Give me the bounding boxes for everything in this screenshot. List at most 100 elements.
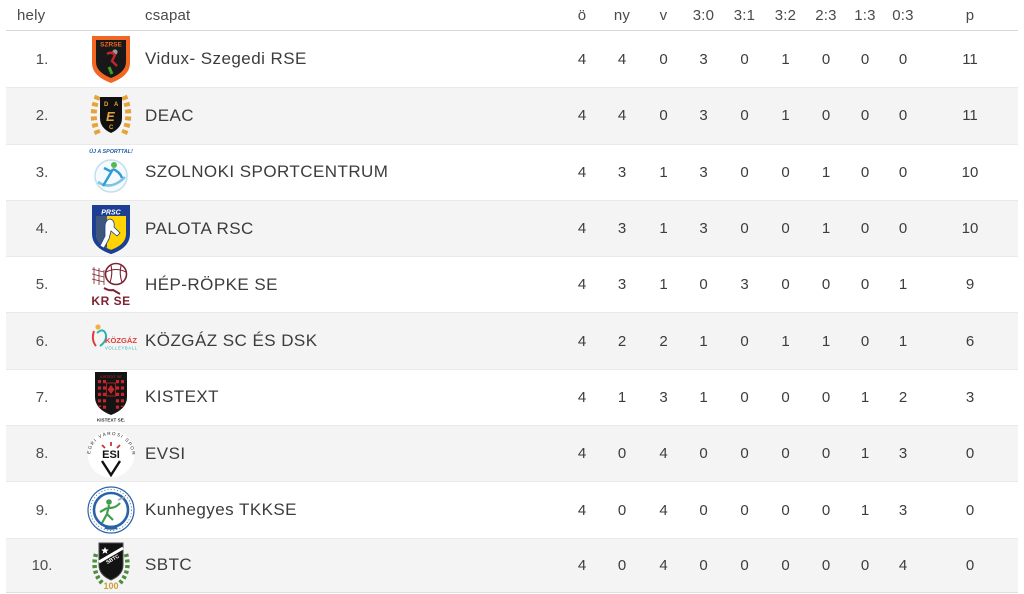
stat-2-3: 0: [821, 445, 831, 463]
header-0-3: 0:3: [892, 6, 914, 24]
rank-label: 10.: [31, 556, 53, 574]
svg-text:KISTEXT SE.: KISTEXT SE.: [97, 418, 125, 423]
table-row[interactable]: 10. SBTC 100 SBTC 4 0 4 0 0 0 0 0 4 0: [6, 537, 1018, 593]
stat-p: 0: [965, 445, 975, 463]
stat-p: 6: [965, 332, 975, 350]
rank-label: 2.: [35, 107, 49, 125]
stat-ny: 0: [617, 556, 627, 574]
stat-0-3: 3: [898, 445, 908, 463]
table-row[interactable]: 8. EGRI VÁROSI SPORTISKOLA ESI EVSI 4 0 …: [6, 425, 1018, 482]
table-row[interactable]: 5. KR SE HÉP-RÖPKE SE 4 3 1 0 3 0 0 0 1 …: [6, 256, 1018, 312]
stat-2-3: 1: [821, 332, 831, 350]
svg-text:ÚJ A SPORTTAL!: ÚJ A SPORTTAL!: [89, 148, 133, 155]
stat-2-3: 0: [821, 501, 831, 519]
kozgaz-volleyball-logo: KÖZGÁZ VOLLEYBALL: [91, 324, 137, 351]
stat-1-3: 0: [860, 332, 870, 350]
table-body: 1. SZRSE Vidux- Szegedi RSE 4 4 0 3 0 1 …: [6, 31, 1018, 593]
stat-3-1: 0: [740, 556, 749, 574]
stat-3-1: 0: [740, 107, 749, 125]
stat-3-0: 0: [699, 276, 708, 294]
team-name[interactable]: DEAC: [145, 105, 195, 125]
table-row[interactable]: 2. D A E C DEAC 4 4 0 3 0 1 0 0 0 11: [6, 87, 1018, 144]
stat-ny: 2: [617, 332, 627, 350]
stat-1-3: 0: [860, 276, 870, 294]
stat-3-0: 3: [699, 50, 708, 68]
stat-2-3: 1: [821, 220, 831, 238]
stat-ny: 0: [617, 501, 627, 519]
rank-label: 6.: [35, 332, 49, 350]
table-row[interactable]: 1. SZRSE Vidux- Szegedi RSE 4 4 0 3 0 1 …: [6, 31, 1018, 87]
stat-3-2: 0: [781, 276, 790, 294]
svg-text:D: D: [104, 102, 109, 108]
stat-o: 4: [577, 220, 587, 238]
stat-2-3: 0: [821, 276, 831, 294]
team-name[interactable]: Kunhegyes TKKSE: [145, 500, 297, 520]
stat-v: 1: [659, 276, 668, 294]
stat-1-3: 0: [860, 163, 870, 181]
table-row[interactable]: 7. KISTEXT SE KISTEXT SE. KISTEXT 4 1 3 …: [6, 368, 1018, 425]
header-3-2: 3:2: [774, 6, 797, 24]
team-name[interactable]: SZOLNOKI SPORTCENTRUM: [145, 162, 389, 182]
stat-3-0: 3: [699, 107, 708, 125]
rank-label: 1.: [35, 50, 49, 68]
stat-1-3: 0: [860, 107, 870, 125]
team-logo: PRSC: [78, 201, 144, 256]
stat-3-0: 0: [699, 556, 708, 574]
table-row[interactable]: 6. KÖZGÁZ VOLLEYBALL KÖZGÁZ SC ÉS DSK 4 …: [6, 312, 1018, 369]
stat-2-3: 1: [821, 163, 831, 181]
team-logo: KISTEXT SE KISTEXT SE.: [78, 370, 144, 425]
stat-2-3: 0: [821, 556, 831, 574]
table-row[interactable]: 3. ÚJ A SPORTTAL! SZOLNOKI SPORTCENTRUM …: [6, 143, 1018, 200]
svg-text:100: 100: [103, 581, 118, 591]
team-logo: [78, 482, 144, 537]
team-name[interactable]: KÖZGÁZ SC ÉS DSK: [145, 331, 318, 351]
stat-3-1: 0: [740, 388, 749, 406]
stat-0-3: 3: [898, 501, 908, 519]
stat-o: 4: [577, 332, 587, 350]
table-row[interactable]: 4. PRSC PALOTA RSC 4 3 1 3 0 0 1 0 0 10: [6, 199, 1018, 257]
team-name[interactable]: HÉP-RÖPKE SE: [145, 274, 278, 294]
stat-0-3: 0: [898, 220, 908, 238]
stat-3-2: 0: [781, 388, 790, 406]
stat-p: 10: [961, 163, 979, 181]
deac-wreath-logo: D A E C: [90, 94, 132, 138]
table-header: hely csapat ö ny v 3:0 3:1 3:2 2:3 1:3 0…: [6, 0, 1018, 31]
header-csapat: csapat: [145, 6, 191, 24]
stat-1-3: 0: [860, 556, 870, 574]
hep-ropke-se-logo: KR SE: [91, 262, 130, 308]
rank-label: 3.: [35, 163, 49, 181]
stat-3-0: 0: [699, 501, 708, 519]
stat-1-3: 1: [860, 501, 870, 519]
header-hely: hely: [17, 6, 46, 24]
kistext-shield-logo: KISTEXT SE KISTEXT SE.: [95, 372, 127, 423]
team-name[interactable]: KISTEXT: [145, 387, 219, 407]
stat-v: 4: [659, 556, 668, 574]
table-row[interactable]: 9. Kunhegyes TKKSE 4 0 4 0 0 0 0 1 3 0: [6, 481, 1018, 537]
stat-o: 4: [577, 388, 587, 406]
stat-0-3: 2: [898, 388, 908, 406]
stat-3-1: 0: [740, 445, 749, 463]
header-3-0: 3:0: [692, 6, 715, 24]
stat-3-2: 0: [781, 220, 790, 238]
palota-rsc-shield-logo: PRSC: [92, 204, 130, 254]
team-name[interactable]: SBTC: [145, 555, 193, 575]
stat-1-3: 0: [860, 220, 870, 238]
stat-ny: 3: [617, 163, 627, 181]
team-name[interactable]: PALOTA RSC: [145, 218, 254, 238]
stat-ny: 3: [617, 220, 627, 238]
team-name[interactable]: EVSI: [145, 443, 186, 463]
svg-text:KÖZGÁZ: KÖZGÁZ: [105, 336, 137, 345]
rank-label: 7.: [35, 388, 49, 406]
header-p: p: [965, 6, 975, 24]
stat-ny: 3: [617, 276, 627, 294]
stat-o: 4: [577, 276, 587, 294]
header-1-3: 1:3: [854, 6, 876, 24]
szolnoki-sportcentrum-logo: ÚJ A SPORTTAL!: [89, 148, 133, 193]
stat-v: 0: [659, 107, 668, 125]
rank-label: 5.: [35, 276, 49, 294]
team-name[interactable]: Vidux- Szegedi RSE: [145, 49, 307, 69]
team-logo: SBTC 100: [78, 539, 144, 592]
team-logo: SZRSE: [78, 31, 144, 87]
stat-p: 3: [965, 388, 975, 406]
